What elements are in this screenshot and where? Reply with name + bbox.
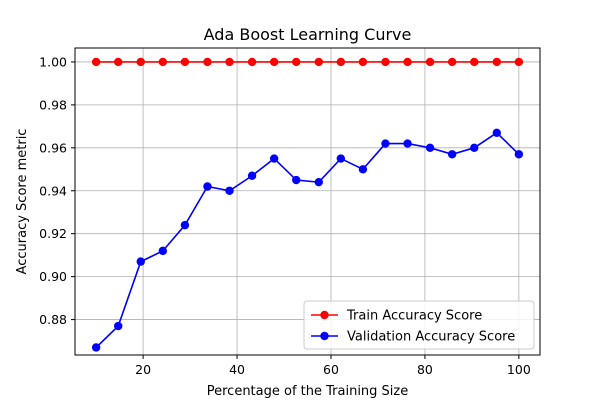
data-point-0	[225, 57, 234, 67]
data-point-0	[492, 57, 501, 67]
data-point-0	[447, 57, 457, 67]
y-tick-label: 0.88	[39, 312, 67, 327]
data-point-1	[180, 220, 190, 230]
y-tick-label: 0.98	[39, 97, 67, 112]
data-point-0	[136, 57, 145, 67]
grid	[75, 48, 540, 355]
y-tick-label: 0.96	[39, 140, 67, 155]
data-point-0	[425, 57, 435, 67]
data-point-1	[269, 154, 279, 163]
x-tick-label: 60	[323, 362, 339, 377]
plot-area-frame	[74, 47, 541, 356]
axis-ticks: 20 40 60 80 100 0.88 0.90 0.92 0.94 0.96 0.98 1.00	[39, 54, 531, 377]
data-point-0	[358, 57, 368, 67]
data-point-1	[403, 139, 412, 148]
data-point-1	[158, 246, 168, 256]
legend-label-1: Validation Accuracy Score	[347, 330, 515, 345]
data-point-1	[314, 177, 323, 187]
data-point-0	[91, 57, 101, 67]
data-point-0	[403, 57, 412, 67]
data-point-0	[269, 57, 279, 67]
legend-marker-0	[320, 310, 329, 320]
data-point-0	[470, 57, 479, 67]
data-point-1	[447, 150, 457, 159]
legend: Train Accuracy Score Validation Accuracy …	[303, 300, 535, 350]
data-point-0	[180, 57, 190, 67]
data-point-1	[425, 143, 435, 153]
legend-label-0: Train Accuracy Score	[346, 309, 482, 324]
data-point-1	[91, 343, 101, 352]
data-point-1	[358, 165, 368, 174]
data-point-1	[514, 150, 524, 159]
data-point-1	[470, 143, 479, 153]
data-point-1	[203, 182, 212, 191]
data-series	[91, 57, 524, 352]
data-point-0	[292, 57, 301, 67]
x-tick-label: 100	[507, 362, 531, 377]
data-point-0	[381, 57, 390, 67]
legend-box	[303, 300, 535, 350]
data-point-1	[492, 128, 501, 138]
data-point-0	[336, 57, 346, 67]
data-point-1	[336, 154, 346, 163]
y-tick-label: 1.00	[39, 54, 67, 69]
y-tick-label: 0.94	[39, 183, 67, 198]
x-tick-label: 40	[229, 362, 245, 377]
data-point-1	[225, 186, 234, 195]
y-tick-label: 0.90	[39, 269, 67, 284]
data-point-0	[514, 57, 524, 67]
x-tick-label: 20	[135, 362, 151, 377]
data-point-1	[247, 171, 257, 180]
data-point-0	[247, 57, 257, 67]
x-axis-label: Percentage of the Training Size	[207, 384, 409, 399]
data-point-0	[203, 57, 212, 67]
legend-marker-1	[320, 331, 329, 341]
data-point-1	[136, 257, 145, 266]
data-point-1	[381, 139, 390, 148]
data-point-0	[158, 57, 168, 67]
data-point-1	[114, 321, 123, 331]
data-point-0	[314, 57, 323, 67]
chart-title: Ada Boost Learning Curve	[204, 25, 412, 44]
x-tick-label: 80	[417, 362, 433, 377]
data-point-1	[292, 175, 301, 185]
y-axis-label: Accuracy Score metric	[15, 129, 30, 275]
data-point-0	[114, 57, 123, 67]
y-tick-label: 0.92	[39, 226, 67, 241]
